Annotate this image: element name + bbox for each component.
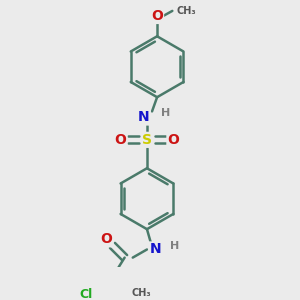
Text: O: O: [167, 133, 179, 147]
Text: O: O: [100, 232, 112, 246]
Text: H: H: [160, 108, 170, 118]
Text: S: S: [142, 133, 152, 147]
Text: H: H: [170, 242, 179, 251]
Text: CH₃: CH₃: [131, 288, 151, 298]
Text: O: O: [115, 133, 127, 147]
Text: CH₃: CH₃: [177, 6, 196, 16]
Text: O: O: [151, 9, 163, 23]
Text: N: N: [138, 110, 150, 124]
Text: N: N: [149, 242, 161, 256]
Text: Cl: Cl: [80, 288, 93, 300]
